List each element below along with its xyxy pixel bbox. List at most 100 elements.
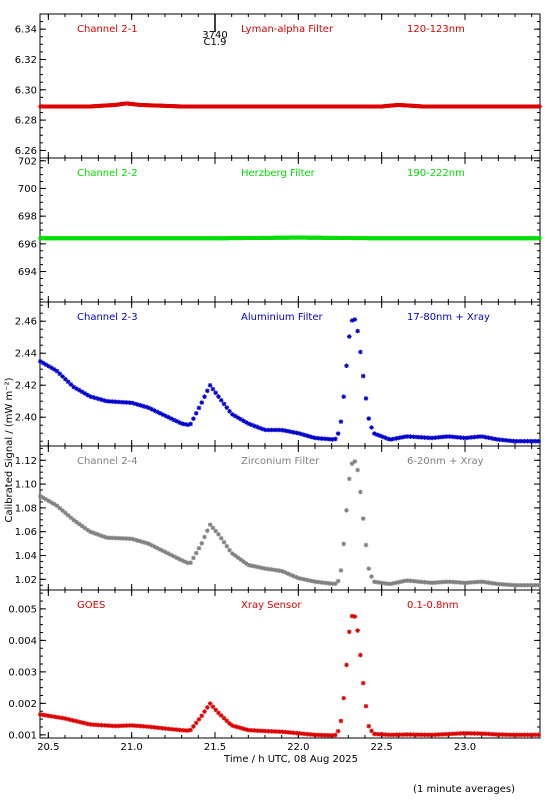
data-point <box>346 334 352 339</box>
data-point <box>149 406 154 412</box>
y-tick-label: 6.28 <box>15 116 37 127</box>
data-point <box>199 541 205 546</box>
data-point <box>402 578 408 584</box>
data-point <box>436 732 441 737</box>
data-point <box>308 434 313 439</box>
data-point <box>349 318 355 323</box>
data-point <box>274 729 280 734</box>
data-point <box>360 516 366 521</box>
data-point <box>93 395 99 401</box>
data-point <box>110 399 115 404</box>
data-series <box>38 459 541 588</box>
data-point <box>115 399 121 405</box>
data-point <box>124 536 129 541</box>
data-point <box>477 579 483 585</box>
data-point <box>530 732 536 738</box>
channel-label: GOES <box>77 600 105 611</box>
data-point <box>280 427 285 433</box>
data-point <box>469 435 475 440</box>
panel-frame <box>39 589 541 739</box>
channel-label: Channel 2-2 <box>77 168 138 179</box>
data-point <box>238 725 244 731</box>
data-point <box>210 525 216 531</box>
data-point <box>149 724 154 730</box>
x-tick-label: 21.0 <box>121 742 143 753</box>
data-point <box>452 731 458 737</box>
y-tick-label: 2.42 <box>15 381 37 392</box>
data-point <box>269 567 274 572</box>
data-point <box>146 541 152 547</box>
data-point <box>296 731 302 736</box>
panel-frame <box>39 157 541 303</box>
data-point <box>99 722 104 728</box>
data-point <box>174 555 180 561</box>
data-point <box>424 435 430 441</box>
data-point <box>127 400 132 405</box>
data-point <box>257 565 263 570</box>
data-point <box>241 418 246 424</box>
data-point <box>118 723 124 729</box>
data-point <box>402 434 408 440</box>
data-point <box>207 701 213 706</box>
data-point <box>121 723 127 728</box>
data-point <box>115 723 121 729</box>
data-point <box>536 438 541 444</box>
data-point <box>38 359 43 364</box>
data-point <box>235 724 241 730</box>
data-point <box>513 732 519 738</box>
filter-label: Xray Sensor <box>241 600 302 611</box>
data-point <box>179 727 185 733</box>
data-point <box>349 613 355 619</box>
data-point <box>235 415 241 420</box>
data-point <box>118 536 124 541</box>
data-point <box>196 405 202 411</box>
data-point <box>461 731 466 736</box>
panel-5: 0.001 0.002 0.003 0.004 0.005 GOES Xray Sensor… <box>8 589 541 741</box>
data-point <box>241 726 246 732</box>
data-point <box>383 581 388 586</box>
data-point <box>107 399 113 404</box>
data-point <box>363 703 369 709</box>
data-point <box>419 435 424 440</box>
data-point <box>416 434 422 440</box>
data-point <box>102 723 107 728</box>
data-point <box>416 579 422 584</box>
data-point <box>63 510 68 516</box>
data-point <box>536 732 541 738</box>
data-point <box>138 723 143 729</box>
data-point <box>369 425 374 430</box>
data-point <box>444 434 449 439</box>
data-point <box>319 580 324 585</box>
data-point <box>475 434 480 440</box>
data-point <box>235 555 241 560</box>
data-point <box>408 732 413 737</box>
data-point <box>104 723 110 728</box>
y-tick-label: 1.08 <box>15 503 37 514</box>
data-point <box>483 731 488 737</box>
data-point <box>313 435 319 441</box>
data-point <box>149 542 154 548</box>
data-point <box>502 732 508 737</box>
data-point <box>391 436 397 442</box>
data-point <box>385 436 391 442</box>
data-point <box>330 581 335 587</box>
data-point <box>333 436 338 442</box>
data-point <box>96 396 102 402</box>
data-point <box>522 438 527 444</box>
data-point <box>46 363 51 369</box>
data-point <box>238 557 244 562</box>
data-point <box>115 535 121 541</box>
data-point <box>241 559 246 564</box>
data-point <box>77 719 82 725</box>
data-point <box>266 427 271 433</box>
data-point <box>516 732 522 738</box>
data-point <box>394 436 399 441</box>
data-point <box>449 434 455 440</box>
data-point <box>168 416 174 421</box>
data-point <box>491 581 497 586</box>
data-point <box>96 532 102 538</box>
data-point <box>519 582 525 588</box>
data-point <box>60 715 65 721</box>
data-point <box>88 529 93 535</box>
data-point <box>388 581 394 587</box>
